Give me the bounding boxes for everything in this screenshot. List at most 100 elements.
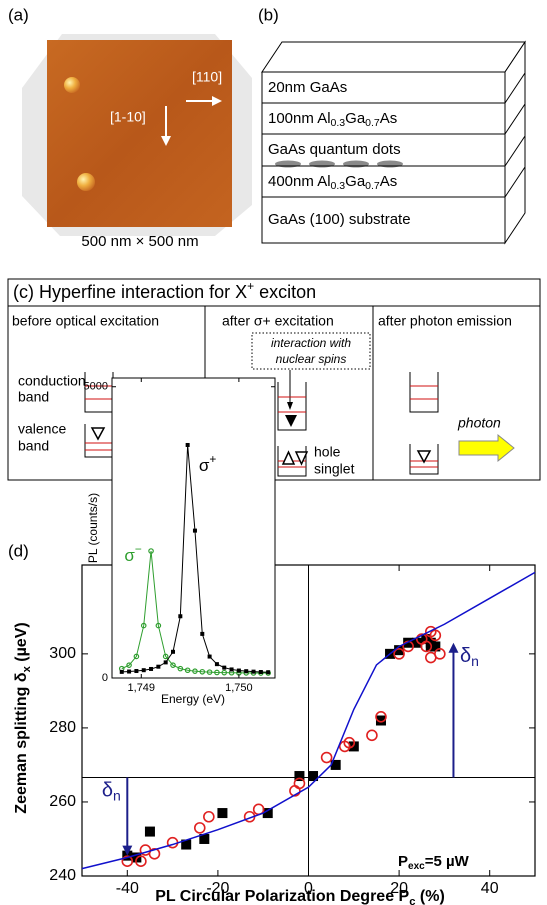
point bbox=[394, 645, 405, 656]
annotation-label-part: δ bbox=[460, 645, 471, 667]
layer-label-part: 0.3 bbox=[331, 117, 346, 129]
annotation-label: δn bbox=[102, 780, 121, 803]
layer-label-part: Ga bbox=[345, 173, 366, 190]
point bbox=[217, 808, 228, 819]
layer-label-part: 0.7 bbox=[365, 180, 380, 192]
point bbox=[412, 637, 423, 648]
layer-label-part: As bbox=[380, 110, 398, 127]
arrow-head bbox=[212, 96, 222, 106]
y-tick-label: 240 bbox=[49, 867, 76, 884]
y-tick-label: 0 bbox=[102, 672, 108, 684]
point bbox=[127, 669, 132, 674]
photon-arrow bbox=[458, 433, 515, 463]
point bbox=[135, 855, 147, 867]
point bbox=[258, 670, 263, 674]
band-box bbox=[409, 444, 439, 475]
y-axis-label: Zeeman splitting δx (µeV) bbox=[13, 622, 33, 813]
layer-line bbox=[504, 135, 526, 167]
layer-label: GaAs quantum dots bbox=[268, 141, 401, 158]
series-label-part: + bbox=[209, 452, 216, 466]
point bbox=[262, 808, 273, 819]
panel-title: (c) Hyperfine interaction for X+ exciton bbox=[13, 279, 316, 302]
title: exciton bbox=[254, 282, 316, 302]
y-tick-label: 280 bbox=[49, 719, 76, 736]
panel-label: (d) bbox=[8, 541, 29, 560]
label: singlet bbox=[314, 461, 355, 477]
point bbox=[155, 622, 162, 629]
dot bbox=[64, 77, 80, 93]
y-tick-label: 300 bbox=[49, 645, 76, 662]
point bbox=[244, 669, 249, 674]
point bbox=[199, 668, 206, 675]
point bbox=[293, 777, 306, 790]
x-tick-label: 1,750 bbox=[225, 682, 253, 694]
point bbox=[308, 771, 319, 782]
band-box bbox=[409, 372, 439, 413]
x-axis-label-part: (%) bbox=[415, 888, 444, 905]
annotation-label-part: n bbox=[471, 652, 479, 668]
point bbox=[193, 822, 206, 834]
heading: before optical excitation bbox=[12, 313, 159, 329]
point bbox=[343, 736, 356, 749]
electron bbox=[285, 415, 297, 427]
point bbox=[192, 528, 197, 533]
point bbox=[221, 669, 228, 676]
hole bbox=[281, 450, 296, 465]
point bbox=[178, 614, 183, 619]
point bbox=[185, 442, 190, 447]
x-tick-label: -40 bbox=[116, 880, 139, 897]
point bbox=[171, 649, 176, 654]
series-label-part: σ bbox=[124, 546, 135, 565]
x-tick-label: 20 bbox=[390, 880, 408, 897]
annotation-label-part: n bbox=[113, 787, 121, 803]
point bbox=[141, 668, 146, 673]
hole bbox=[90, 427, 106, 441]
band-box bbox=[277, 382, 307, 431]
layer-label-part: GaAs quantum dots bbox=[268, 141, 401, 158]
annotation-label: δn bbox=[460, 645, 479, 668]
annotation-part: =5 µW bbox=[425, 853, 470, 870]
note: nuclear spins bbox=[276, 352, 347, 366]
caption: 500 nm × 500 nm bbox=[81, 233, 198, 250]
point bbox=[200, 631, 205, 636]
layer-line bbox=[504, 72, 526, 104]
point bbox=[203, 810, 215, 823]
point bbox=[131, 852, 142, 863]
x-axis-label: PL Circular Polarization Degree Pc (%) bbox=[155, 888, 445, 905]
label: band bbox=[18, 389, 49, 405]
label: conduction bbox=[18, 373, 86, 389]
layer-label: 20nm GaAs bbox=[268, 79, 347, 96]
point bbox=[140, 622, 147, 629]
front-face bbox=[261, 71, 506, 244]
point bbox=[206, 669, 213, 675]
point bbox=[156, 664, 161, 669]
label: photon bbox=[457, 415, 501, 431]
point bbox=[366, 729, 378, 742]
note: interaction with bbox=[271, 336, 351, 350]
point bbox=[170, 662, 176, 668]
dot bbox=[77, 173, 95, 191]
layer-label-part: As bbox=[380, 173, 398, 190]
hole bbox=[416, 450, 432, 464]
point bbox=[133, 653, 140, 660]
y-axis-label-part: x bbox=[21, 665, 33, 672]
point bbox=[294, 771, 305, 782]
heading: after photon emission bbox=[378, 313, 512, 329]
point bbox=[162, 653, 169, 660]
y-axis-label-part: Zeeman splitting δ bbox=[13, 672, 30, 814]
x-tick-label: -20 bbox=[206, 880, 229, 897]
point bbox=[330, 759, 341, 770]
annotation-part: P bbox=[398, 853, 408, 870]
arrow-head bbox=[287, 402, 293, 410]
point bbox=[184, 667, 191, 674]
point bbox=[214, 662, 219, 667]
panel-label: (c) bbox=[13, 282, 34, 302]
series-label: σ− bbox=[124, 542, 142, 565]
point bbox=[148, 548, 154, 554]
x-axis-label: Energy (eV) bbox=[161, 692, 225, 706]
panel-a: (a) [110] [1-10] 500 nm × 500 nm bbox=[8, 5, 252, 250]
label: band bbox=[18, 438, 49, 454]
